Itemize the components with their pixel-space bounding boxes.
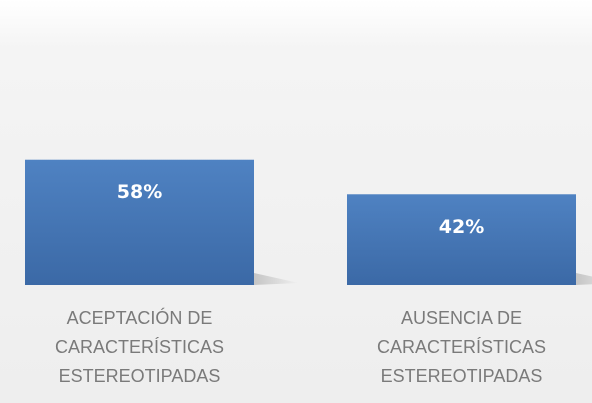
bar bbox=[347, 194, 576, 285]
value-label: 58% bbox=[117, 181, 162, 203]
category-label: AUSENCIA DE CARACTERÍSTICAS ESTEREOTIPAD… bbox=[376, 308, 547, 386]
category-label: ACEPTACIÓN DE CARACTERÍSTICAS ESTEREOTIP… bbox=[54, 308, 225, 386]
bar-shadow bbox=[576, 273, 592, 285]
value-label: 42% bbox=[439, 216, 484, 238]
bar bbox=[25, 159, 254, 285]
bar-shadow bbox=[254, 273, 299, 285]
